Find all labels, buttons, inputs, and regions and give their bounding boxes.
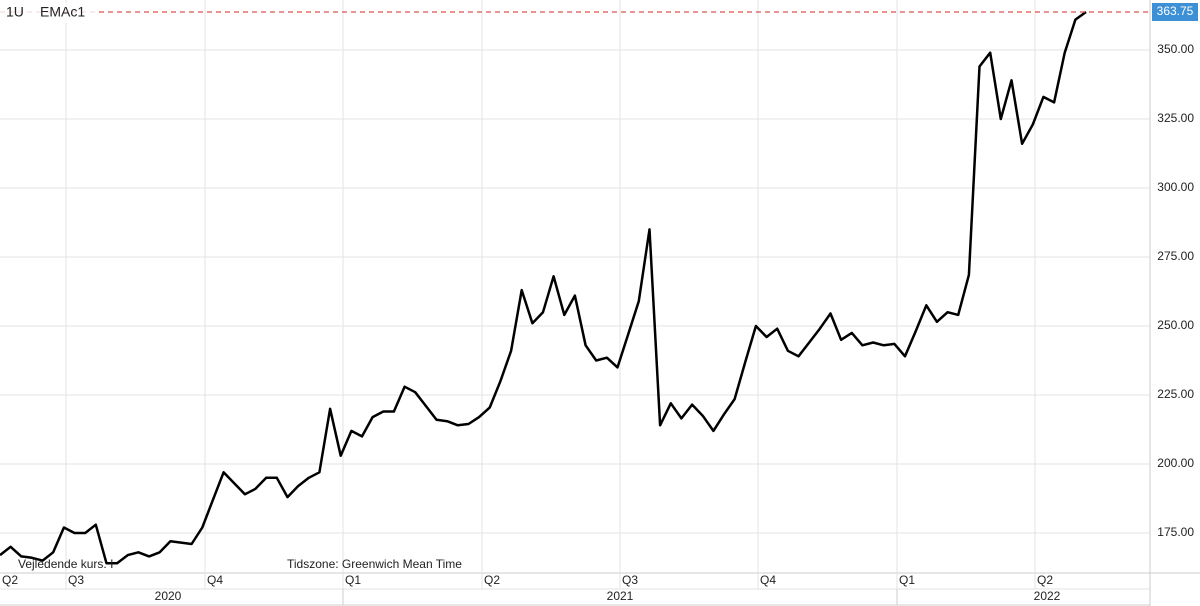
y-tick-label: 275.00 [1157, 249, 1194, 263]
y-tick-label: 325.00 [1157, 111, 1194, 125]
footnote: Tidszone: Greenwich Mean Time [287, 557, 462, 571]
last-value-label: 363.75 [1157, 4, 1194, 18]
x-tick-label: Q4 [207, 573, 223, 587]
year-label: 2022 [1034, 589, 1061, 603]
x-tick-label: Q3 [622, 573, 638, 587]
y-tick-label: 250.00 [1157, 318, 1194, 332]
legend-symbol: 1U [6, 4, 24, 20]
y-tick-label: 350.00 [1157, 42, 1194, 56]
y-tick-label: 225.00 [1157, 387, 1194, 401]
price-line [0, 10, 1087, 565]
x-tick-label: Q3 [68, 573, 84, 587]
legend-bg [0, 3, 96, 23]
x-tick-label: Q2 [1037, 573, 1053, 587]
footnote: Vejledende kurs. I [18, 557, 113, 571]
year-label: 2021 [607, 589, 634, 603]
x-tick-label: Q1 [345, 573, 361, 587]
year-label: 2020 [155, 589, 182, 603]
x-tick-label: Q2 [2, 573, 18, 587]
last-value-box [1152, 3, 1198, 22]
y-tick-label: 300.00 [1157, 180, 1194, 194]
x-tick-label: Q2 [484, 573, 500, 587]
y-tick-label: 175.00 [1157, 525, 1194, 539]
x-tick-label: Q1 [899, 573, 915, 587]
y-tick-label: 200.00 [1157, 456, 1194, 470]
x-tick-label: Q4 [760, 573, 776, 587]
legend-name: EMAc1 [40, 4, 85, 20]
